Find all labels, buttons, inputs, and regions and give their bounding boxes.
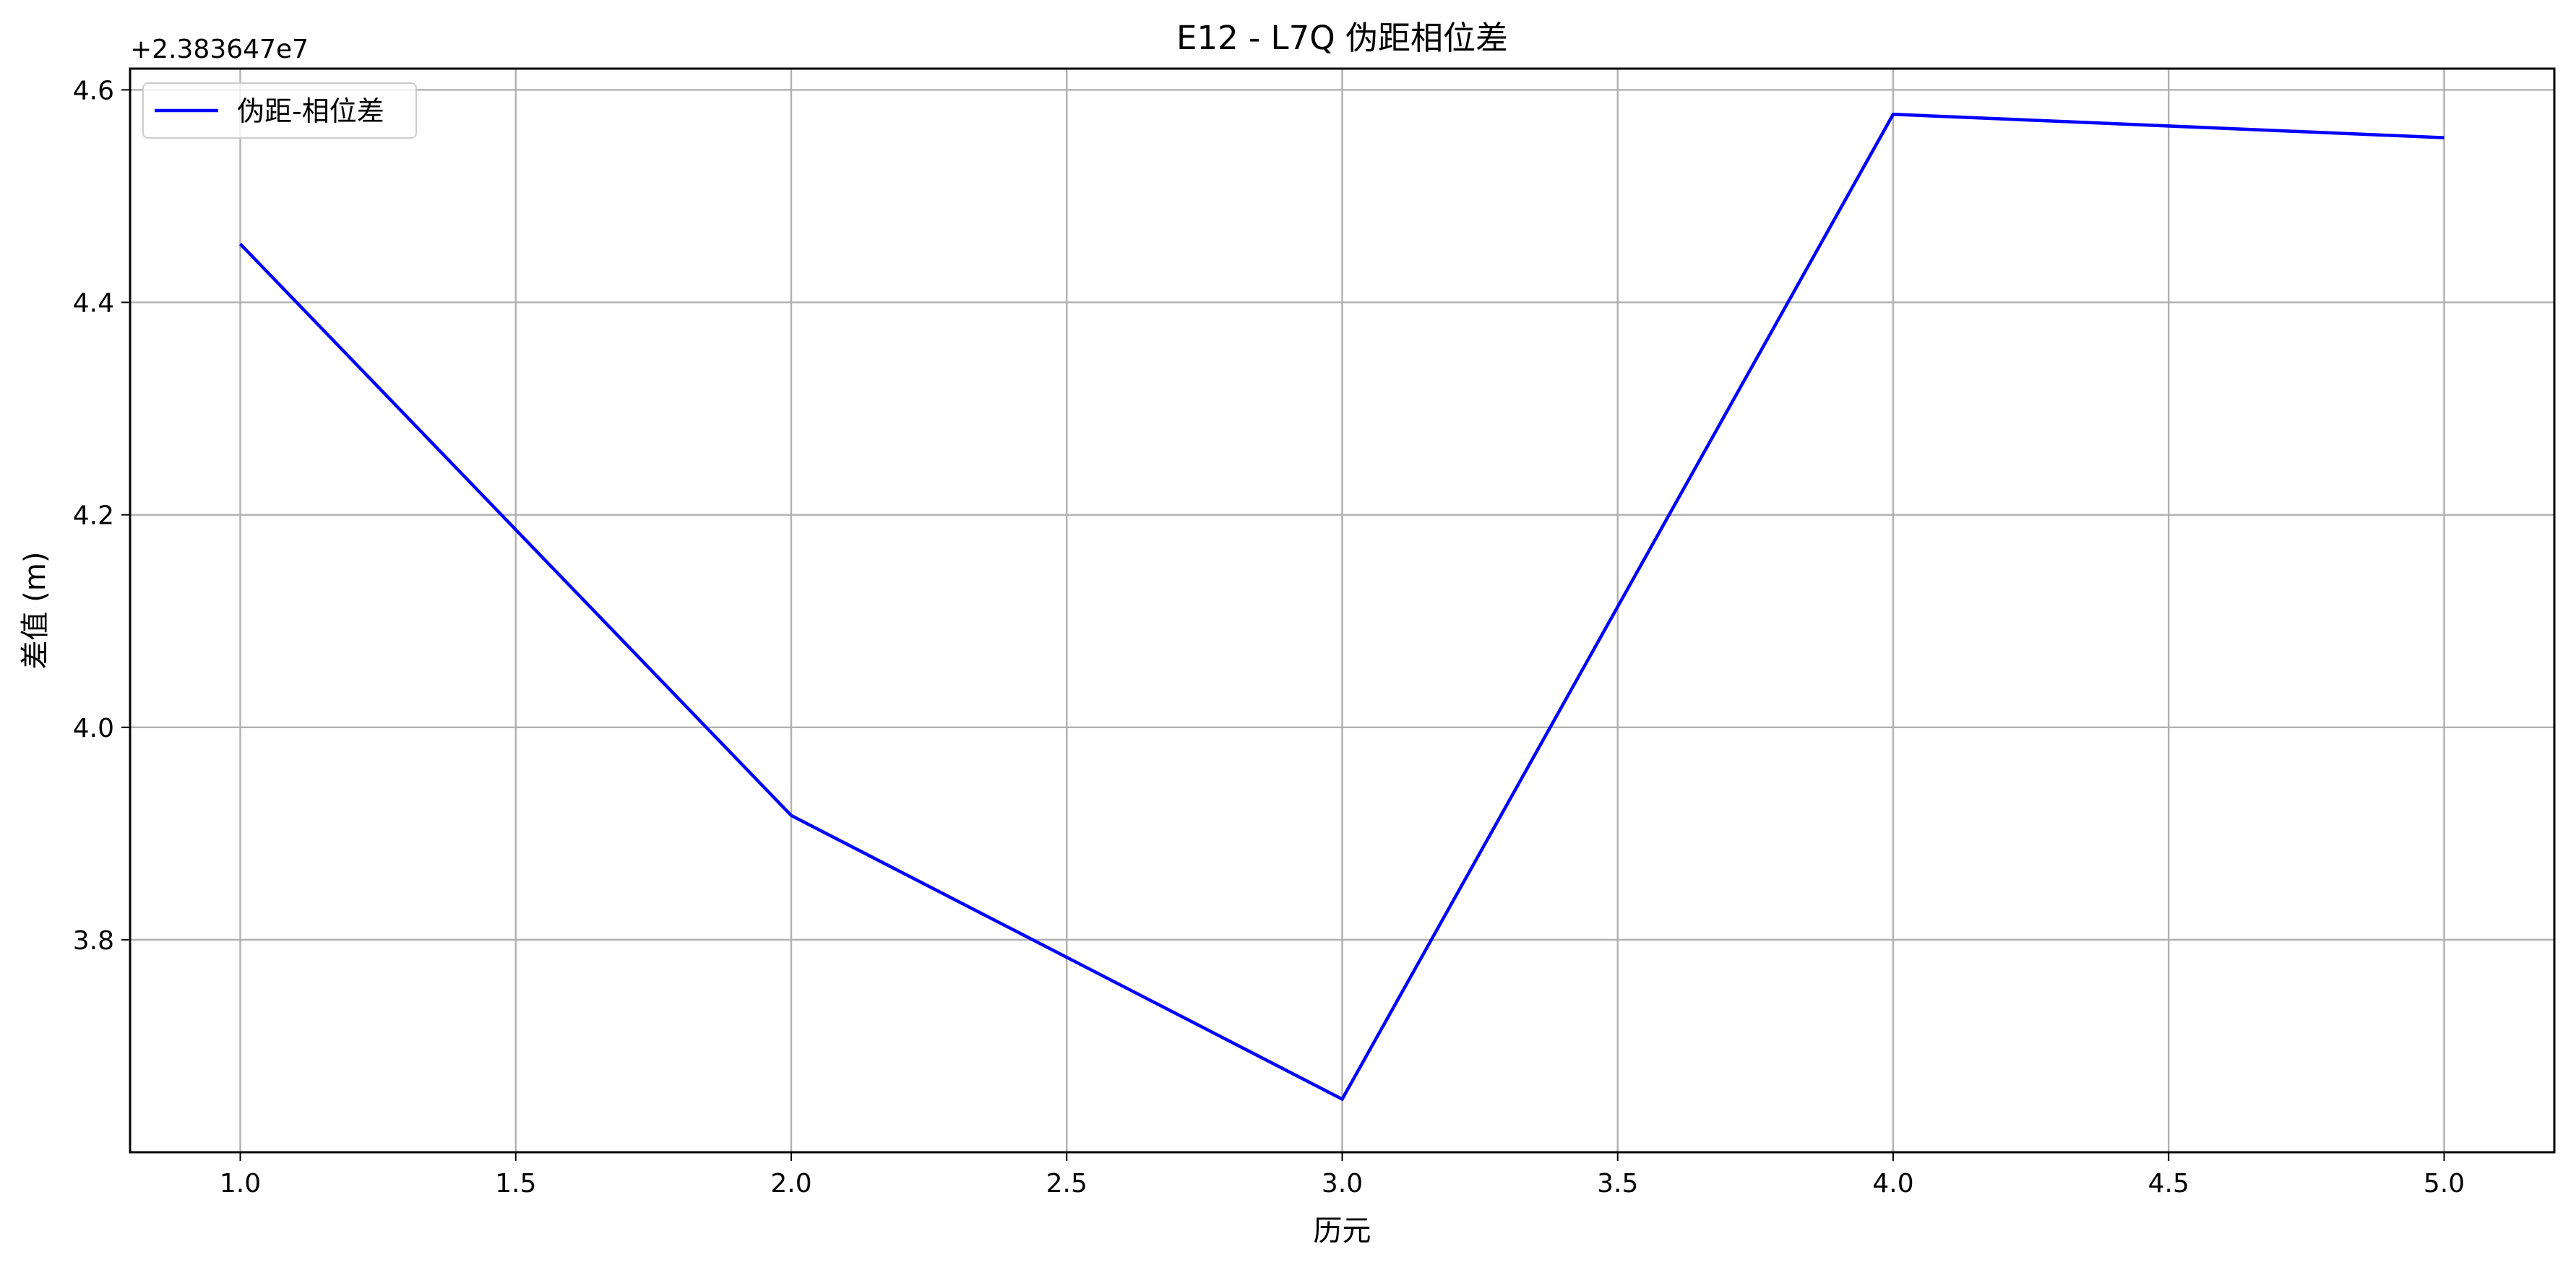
series-lines — [238, 112, 2444, 1102]
chart-title: E12 - L7Q 伪距相位差 — [1176, 19, 1508, 57]
x-tick-label: 4.0 — [1872, 1169, 1913, 1198]
legend-box — [142, 82, 417, 139]
x-tick-label: 1.5 — [495, 1169, 536, 1198]
x-tick-label: 3.0 — [1322, 1169, 1363, 1198]
x-tick-label: 1.0 — [220, 1169, 261, 1198]
series-line — [238, 112, 2444, 1102]
y-tick-label: 4.4 — [73, 289, 114, 319]
x-tick-label: 3.5 — [1597, 1169, 1638, 1198]
legend: 伪距-相位差 — [142, 82, 417, 139]
y-tick-label: 4.0 — [73, 714, 114, 743]
x-tick-label: 2.0 — [770, 1169, 811, 1198]
y-tick-label: 3.8 — [73, 926, 114, 956]
y-tick-label: 4.6 — [73, 76, 114, 105]
x-tick-label: 5.0 — [2424, 1169, 2465, 1198]
x-tick-label: 4.5 — [2148, 1169, 2189, 1198]
y-axis-label: 差值 (m) — [19, 552, 52, 670]
y-tick-label: 4.2 — [73, 501, 114, 531]
x-axis-label: 历元 — [1314, 1214, 1371, 1248]
axis-ticks: 1.0 1.5 2.0 2.5 3.0 3.5 4.0 4.5 5.0 3.8 4.0 4.2 4.4 4… — [73, 76, 2465, 1198]
grid-lines — [130, 69, 2554, 1152]
y-axis-offset-label: +2.383647e7 — [130, 35, 309, 64]
legend-label: 伪距-相位差 — [237, 95, 384, 127]
x-tick-label: 2.5 — [1046, 1169, 1087, 1198]
